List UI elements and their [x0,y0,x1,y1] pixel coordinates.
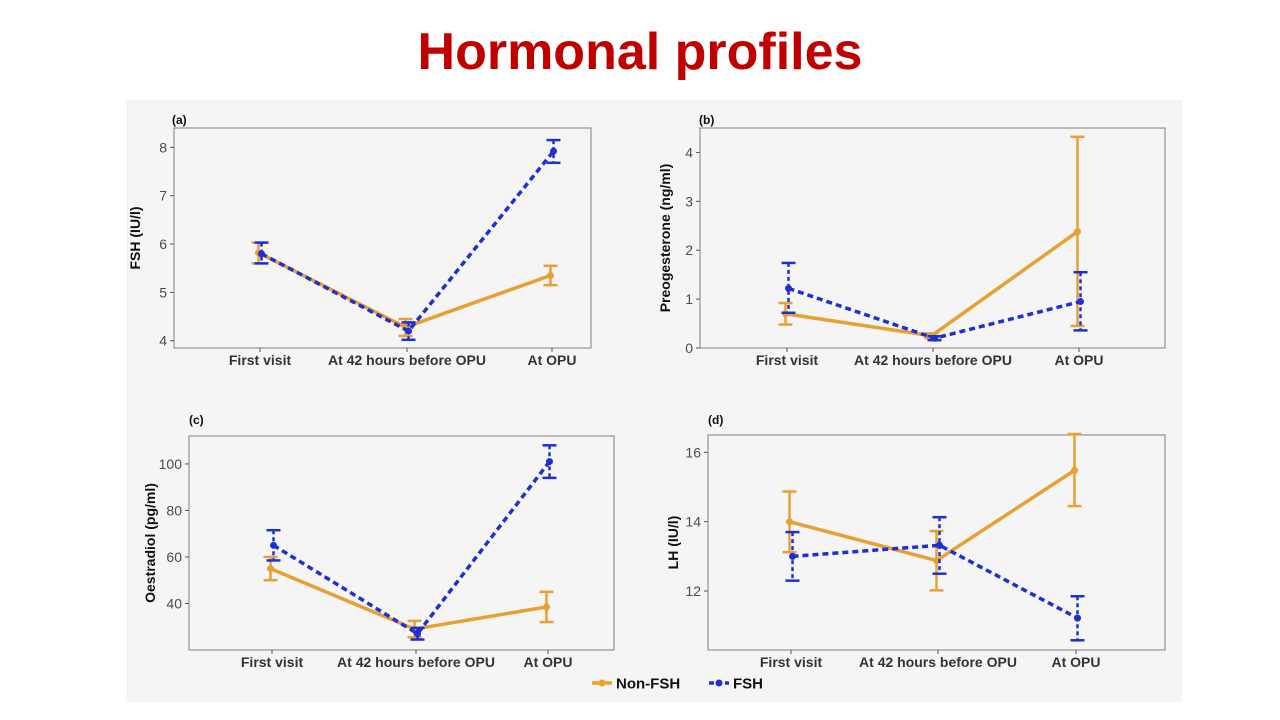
data-point [786,518,793,526]
data-point [547,271,554,279]
x-tick-label: At 42 hours before OPU [859,654,1017,670]
data-point [405,327,412,335]
y-axis-label: FSH (IU/l) [127,207,143,270]
data-point [1074,228,1081,236]
series-fsh [254,138,561,342]
y-tick-label: 0 [685,340,693,356]
panel-tag: (c) [189,413,204,427]
hormone-charts-svg: (a) 4 5 6 7 8 First visit At 42 hours before OP… [127,113,1166,693]
x-tick-label: At OPU [524,654,573,670]
series-line [792,543,1079,620]
x-tick-label: At 42 hours before OPU [328,352,486,368]
chart-panel-4: (d) 12 14 16 First visit At 42 hours before O… [665,413,1166,670]
y-tick-label: 40 [166,595,182,611]
data-point [270,541,277,549]
data-point [1071,466,1078,474]
legend-label-fsh: FSH [733,676,763,693]
y-tick-label: 3 [685,193,693,209]
data-point [1077,298,1084,306]
data-point [785,284,792,292]
data-point [789,552,796,560]
series-non-fsh [782,432,1082,592]
series-line [260,150,555,333]
data-point [267,565,274,573]
chart-panel-2: (b) 0 1 2 3 4 First visit At 42 hours before OP… [657,113,1166,368]
y-tick-label: 7 [159,188,167,204]
plot-frame [699,127,1166,349]
y-tick-label: 4 [685,144,693,160]
x-tick-label: At OPU [528,352,577,368]
legend-key-point [715,679,723,687]
y-tick-label: 2 [685,242,693,258]
panel-tag: (d) [708,413,723,427]
y-axis-label: LH (IU/l) [665,516,681,570]
x-tick-label: First visit [241,654,304,670]
data-point [414,630,421,638]
x-tick-label: First visit [229,352,292,368]
legend-label-non-fsh: Non-FSH [616,676,680,693]
y-axis-label: Preogesterone (ng/ml) [657,164,673,313]
y-tick-label: 6 [159,236,167,252]
y-tick-label: 4 [159,333,167,349]
x-tick-label: First visit [756,352,819,368]
y-tick-label: 80 [166,502,182,518]
x-tick-label: First visit [760,654,823,670]
y-tick-label: 60 [166,549,182,565]
chart-panel-3: (c) 40 60 80 100 First visit At 42 hours befor… [142,413,615,670]
legend: Non-FSH FSH [592,676,763,693]
series-fsh [781,261,1088,342]
data-point [1074,614,1081,622]
y-tick-label: 16 [685,444,701,460]
y-tick-label: 14 [685,514,701,530]
data-point [258,250,265,258]
data-point [550,147,557,155]
data-point [543,603,550,611]
series-line [272,460,551,636]
y-tick-label: 1 [685,291,693,307]
y-axis-label: Oestradiol (pg/ml) [142,483,158,603]
series-fsh [266,444,557,641]
y-tick-label: 8 [159,139,167,155]
series-fsh [785,515,1085,642]
slide-title: Hormonal profiles [417,23,863,81]
chart-panel-1: (a) 4 5 6 7 8 First visit At 42 hours before OP… [127,113,592,368]
data-point [546,458,553,466]
y-tick-label: 12 [685,583,701,599]
data-point [931,334,938,342]
data-point [936,541,943,549]
x-tick-label: At 42 hours before OPU [854,352,1012,368]
y-tick-label: 100 [159,456,183,472]
figure-panel: (a) 4 5 6 7 8 First visit At 42 hours before OP… [126,100,1182,702]
panel-tag: (a) [172,113,187,127]
x-tick-label: At OPU [1052,654,1101,670]
plot-frame [173,127,592,349]
y-tick-label: 5 [159,284,167,300]
panel-tag: (b) [699,113,714,127]
x-tick-label: At OPU [1055,352,1104,368]
x-tick-label: At 42 hours before OPU [337,654,495,670]
legend-key-point [598,679,606,687]
